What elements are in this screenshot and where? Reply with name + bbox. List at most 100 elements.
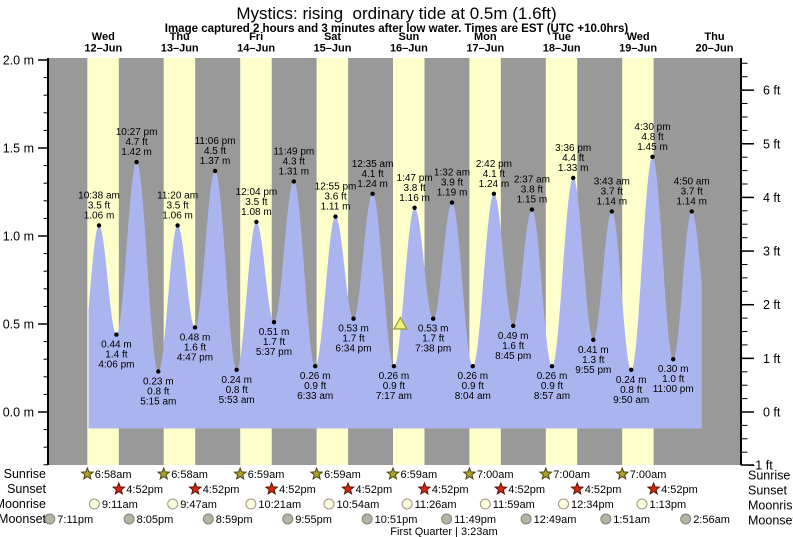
- svg-text:0.26 m: 0.26 m: [537, 371, 568, 382]
- high-tide-annotation: 3:43 am3.7 ft1.14 m: [594, 176, 630, 207]
- svg-text:12:55 pm: 12:55 pm: [315, 182, 357, 193]
- tide-extreme-dot: [629, 367, 634, 372]
- day-date-label: 14–Jun: [237, 43, 275, 55]
- feet-axis-tick-label: −1 ft: [748, 459, 773, 473]
- sunset-time: 4:52pm: [508, 484, 545, 496]
- moonrise-moon-icon: [167, 498, 179, 510]
- sunset-time: 4:52pm: [432, 484, 469, 496]
- svg-text:0.9 ft: 0.9 ft: [383, 381, 405, 392]
- row-label-right-sunset: Sunset: [748, 484, 787, 498]
- svg-text:3.5 ft: 3.5 ft: [166, 200, 188, 211]
- sunrise-time: 6:59am: [248, 469, 285, 481]
- high-tide-annotation: 11:49 pm4.3 ft1.31 m: [273, 146, 314, 177]
- day-date-label: 19–Jun: [619, 43, 657, 55]
- sunrise-time: 7:00am: [630, 469, 667, 481]
- svg-text:3:43 am: 3:43 am: [594, 176, 630, 187]
- high-tide-annotation: 12:35 am4.1 ft1.24 m: [352, 159, 394, 190]
- svg-text:7:17 am: 7:17 am: [376, 391, 412, 402]
- high-tide-annotation: 1:32 am3.9 ft1.19 m: [434, 168, 470, 199]
- svg-text:10:27 pm: 10:27 pm: [116, 127, 158, 138]
- svg-text:8:45 pm: 8:45 pm: [495, 351, 531, 362]
- svg-text:3.6 ft: 3.6 ft: [324, 192, 346, 203]
- low-tide-annotation: 0.53 m1.7 ft7:38 pm: [415, 324, 451, 355]
- meters-axis-tick-label: 1.5 m: [3, 142, 34, 156]
- svg-text:11:20 am: 11:20 am: [157, 190, 198, 201]
- svg-text:10:38 am: 10:38 am: [78, 190, 120, 201]
- svg-text:1.24 m: 1.24 m: [357, 179, 388, 190]
- day-date-label: 17–Jun: [466, 43, 504, 55]
- feet-axis-tick-label: 1 ft: [763, 352, 781, 366]
- svg-text:1.42 m: 1.42 m: [121, 147, 152, 158]
- tide-extreme-dot: [234, 367, 239, 372]
- svg-text:0.24 m: 0.24 m: [616, 375, 647, 386]
- moonrise-moon-icon: [636, 498, 648, 510]
- low-tide-annotation: 0.53 m1.7 ft6:34 pm: [335, 324, 371, 355]
- day-date-label: 12–Jun: [84, 43, 122, 55]
- svg-text:1.4 ft: 1.4 ft: [105, 350, 127, 361]
- moonset-moon-icon: [441, 513, 453, 525]
- tide-extreme-dot: [412, 205, 417, 210]
- feet-axis-tick-label: 5 ft: [763, 137, 781, 151]
- row-label-right-sunrise: Sunrise: [748, 469, 790, 483]
- tide-extreme-dot: [391, 364, 397, 369]
- tide-extreme-dot: [333, 214, 338, 219]
- svg-text:7:38 pm: 7:38 pm: [415, 344, 451, 355]
- svg-text:1.7 ft: 1.7 ft: [263, 337, 285, 348]
- moonrise-time: 10:21am: [258, 499, 301, 511]
- sunrise-time: 6:58am: [171, 469, 208, 481]
- svg-text:1.14 m: 1.14 m: [597, 196, 628, 207]
- day-name-label: Sat: [324, 31, 341, 43]
- moonset-moon-icon: [202, 513, 214, 525]
- svg-text:5:37 pm: 5:37 pm: [256, 347, 292, 358]
- svg-text:1.7 ft: 1.7 ft: [342, 334, 364, 345]
- page-title: Mystics: rising ordinary tide at 0.5m (1…: [236, 4, 557, 23]
- sunrise-star-icon: [385, 466, 400, 480]
- moonset-moon-icon: [44, 513, 56, 525]
- svg-text:0.48 m: 0.48 m: [180, 333, 211, 344]
- tide-extreme-dot: [671, 357, 676, 362]
- feet-axis-tick-label: 0 ft: [763, 406, 781, 420]
- moonset-time: 8:59pm: [216, 514, 253, 526]
- day-name-label: Thu: [704, 31, 724, 43]
- moonrise-time: 10:54am: [337, 499, 380, 511]
- low-tide-annotation: 0.23 m0.8 ft5:15 am: [140, 377, 176, 408]
- svg-text:3.9 ft: 3.9 ft: [441, 178, 463, 189]
- low-tide-annotation: 0.51 m1.7 ft5:37 pm: [256, 327, 292, 358]
- svg-text:5:53 am: 5:53 am: [219, 395, 255, 406]
- svg-text:0.9 ft: 0.9 ft: [541, 381, 563, 392]
- tide-extreme-dot: [650, 154, 655, 159]
- tide-extreme-dot: [511, 323, 516, 328]
- sunset-star-icon: [188, 481, 203, 495]
- low-tide-annotation: 0.26 m0.9 ft6:33 am: [297, 371, 333, 402]
- svg-text:0.30 m: 0.30 m: [658, 364, 689, 375]
- feet-axis-tick-label: 3 ft: [763, 245, 781, 259]
- sunset-star-icon: [570, 481, 585, 495]
- day-name-label: Thu: [170, 31, 190, 43]
- svg-text:0.8 ft: 0.8 ft: [620, 385, 642, 396]
- moonrise-moon-icon: [245, 498, 257, 510]
- moonset-moon-icon: [361, 513, 373, 525]
- svg-text:4:47 pm: 4:47 pm: [177, 353, 213, 364]
- day-date-label: 20–Jun: [696, 43, 734, 55]
- high-tide-annotation: 3:36 pm4.4 ft1.33 m: [555, 143, 591, 174]
- low-tide-annotation: 0.49 m1.6 ft8:45 pm: [495, 331, 531, 362]
- sunset-time: 4:52pm: [356, 484, 393, 496]
- sunrise-star-icon: [538, 466, 553, 480]
- moonrise-time: 12:34pm: [571, 499, 614, 511]
- svg-text:4.5 ft: 4.5 ft: [204, 146, 226, 157]
- moonset-time: 10:51pm: [375, 514, 418, 526]
- tide-extreme-dot: [313, 364, 318, 369]
- row-label-right-moonrise: Moonrise: [748, 499, 793, 513]
- sunset-time: 4:52pm: [661, 484, 698, 496]
- moonrise-time: 11:26am: [415, 499, 457, 511]
- svg-text:11:49 pm: 11:49 pm: [273, 146, 314, 157]
- svg-text:1.7 ft: 1.7 ft: [422, 334, 444, 345]
- row-label-left-sunset: Sunset: [7, 482, 46, 496]
- svg-text:3.5 ft: 3.5 ft: [88, 200, 110, 211]
- moonset-moon-icon: [282, 513, 294, 525]
- svg-text:0.8 ft: 0.8 ft: [147, 387, 169, 398]
- row-label-left-moonset: Moonset: [0, 512, 47, 526]
- svg-text:4:30 pm: 4:30 pm: [634, 122, 670, 133]
